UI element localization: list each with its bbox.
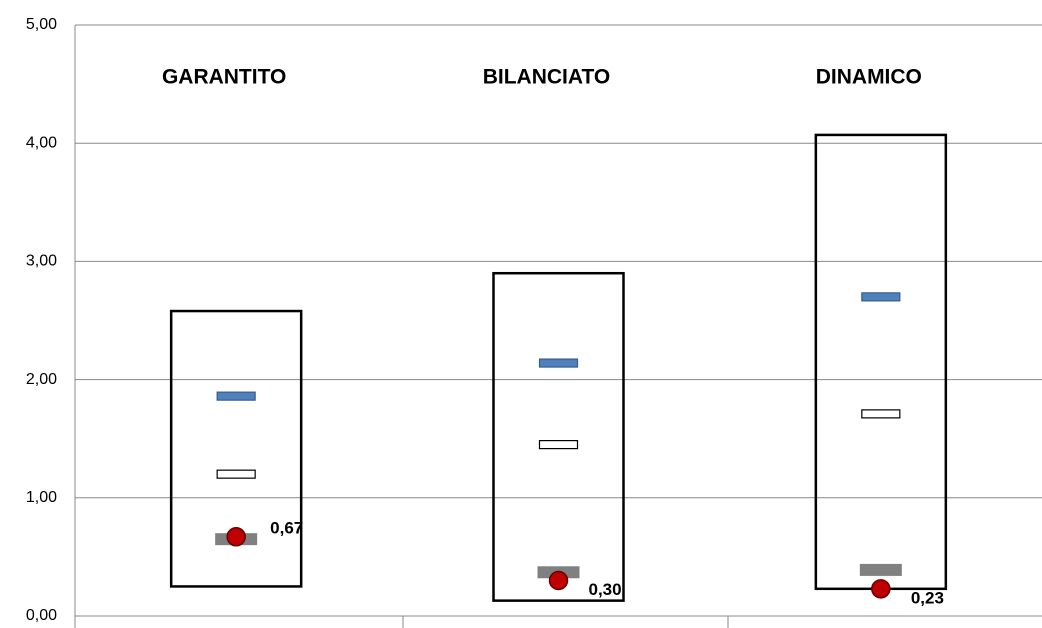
range-box	[814, 133, 948, 591]
category-heading: GARANTITO	[162, 66, 286, 89]
y-tick-label: 5,00	[26, 16, 57, 33]
range-box	[492, 271, 625, 602]
dash-marker	[538, 358, 579, 368]
value-label: 0,30	[589, 580, 622, 599]
dot-marker	[871, 579, 891, 599]
dash-marker	[538, 440, 579, 450]
dash-marker	[861, 292, 901, 302]
dot-marker	[548, 570, 569, 591]
y-tick-label: 2,00	[26, 371, 57, 388]
y-tick-label: 4,00	[26, 134, 57, 151]
dash-marker	[216, 469, 256, 479]
y-tick-label: 3,00	[26, 253, 57, 270]
dot-marker	[226, 527, 246, 547]
y-tick-label: 1,00	[26, 489, 57, 506]
bar-marker	[859, 563, 902, 576]
value-label: 0,23	[911, 588, 944, 607]
y-tick-label: 0,00	[26, 607, 57, 624]
value-label: 0,67	[270, 518, 303, 537]
dash-marker	[861, 409, 901, 419]
dash-marker	[216, 391, 256, 401]
category-heading: BILANCIATO	[483, 66, 611, 89]
range-box	[169, 309, 303, 588]
category-heading: DINAMICO	[816, 66, 922, 89]
